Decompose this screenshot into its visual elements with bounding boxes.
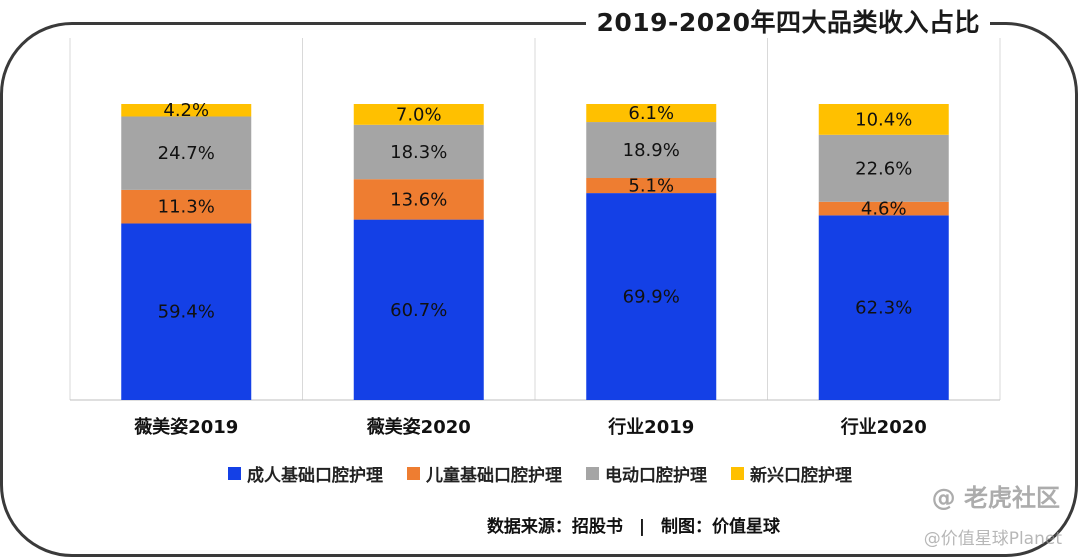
bar-value-label: 59.4% xyxy=(158,302,215,323)
legend-swatch xyxy=(586,467,599,480)
bar-segment xyxy=(818,134,949,202)
watermark-handle: @价值星球Planet xyxy=(923,529,1062,549)
source-note: 数据来源：招股书 | 制图：价值星球 xyxy=(487,512,780,537)
bar-segment xyxy=(353,219,484,400)
data-source: 数据来源：招股书 xyxy=(486,517,623,537)
legend-label: 儿童基础口腔护理 xyxy=(426,466,562,486)
bar-value-label: 7.0% xyxy=(396,104,442,125)
bar-value-label: 24.7% xyxy=(158,143,215,164)
legend-swatch xyxy=(228,467,241,480)
legend-swatch xyxy=(407,467,420,480)
legend-swatch xyxy=(731,467,744,480)
bar-segment xyxy=(818,201,949,216)
bar-segment xyxy=(586,122,717,178)
legend-label: 成人基础口腔护理 xyxy=(247,466,383,486)
bar-value-label: 4.6% xyxy=(861,199,907,220)
legend-item-children: 儿童基础口腔护理 xyxy=(407,461,562,486)
chart-data-labels: 59.4% 11.3% 24.7% 4.2% 60.7% 13.6% 18.3% 7.0% 69… xyxy=(158,100,913,322)
bar-segment xyxy=(121,189,252,224)
bar-segment xyxy=(353,124,484,180)
category-label: 行业2020 xyxy=(840,416,927,438)
chart-frame xyxy=(0,22,1078,557)
legend-label: 电动口腔护理 xyxy=(605,466,707,486)
category-label: 薇美姿2019 xyxy=(134,416,238,438)
bar-segment xyxy=(586,178,717,194)
category-label: 行业2019 xyxy=(607,416,694,438)
bar-segment xyxy=(818,215,949,400)
bar-value-label: 18.3% xyxy=(390,142,447,163)
chart-category-labels: 薇美姿2019 薇美姿2020 行业2019 行业2020 xyxy=(134,416,927,438)
category-label: 薇美姿2020 xyxy=(367,416,471,438)
bar-value-label: 5.1% xyxy=(628,176,674,197)
bar-value-label: 4.2% xyxy=(163,100,209,121)
chart-author: 制图：价值星球 xyxy=(661,517,780,537)
bar-value-label: 22.6% xyxy=(855,158,912,179)
bar-segment xyxy=(353,179,484,220)
chart-title: 2019-2020年四大品类收入占比 xyxy=(586,6,990,40)
bar-value-label: 11.3% xyxy=(158,197,215,218)
bar-value-label: 62.3% xyxy=(855,298,912,319)
chart-legend: 成人基础口腔护理 儿童基础口腔护理 电动口腔护理 新兴口腔护理 xyxy=(0,461,1080,486)
source-separator: | xyxy=(638,517,646,537)
bar-segment xyxy=(353,104,484,125)
chart-bars xyxy=(121,104,949,400)
bar-value-label: 13.6% xyxy=(390,189,447,210)
bar-segment xyxy=(818,104,949,135)
watermark-logo: @ 老虎社区 xyxy=(931,484,1060,512)
legend-item-electric: 电动口腔护理 xyxy=(586,461,707,486)
bar-value-label: 6.1% xyxy=(628,103,674,124)
bar-value-label: 10.4% xyxy=(855,109,912,130)
bar-segment xyxy=(586,104,717,123)
legend-item-emerging: 新兴口腔护理 xyxy=(731,461,852,486)
stacked-bar-chart: 59.4% 11.3% 24.7% 4.2% 60.7% 13.6% 18.3% 7.0% 69… xyxy=(69,38,1001,438)
bar-value-label: 18.9% xyxy=(623,140,680,161)
bar-segment xyxy=(121,223,252,400)
bar-value-label: 69.9% xyxy=(623,287,680,308)
bar-segment xyxy=(121,116,252,190)
legend-label: 新兴口腔护理 xyxy=(750,466,852,486)
legend-item-adult: 成人基础口腔护理 xyxy=(228,461,383,486)
bar-value-label: 60.7% xyxy=(390,300,447,321)
bar-segment xyxy=(121,104,252,117)
bar-segment xyxy=(586,193,717,400)
